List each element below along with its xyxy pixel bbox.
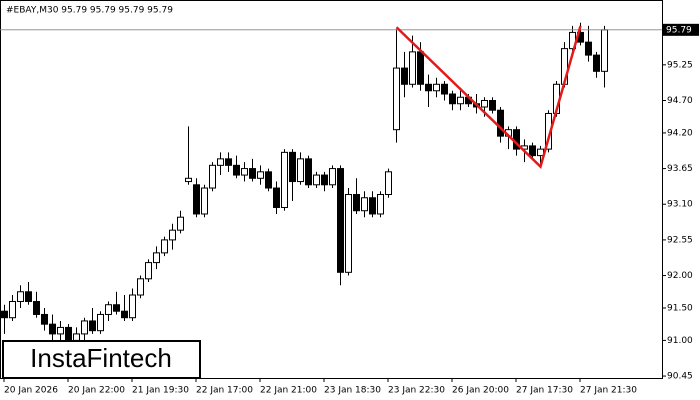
candle-body [297, 158, 304, 183]
candle-body [57, 326, 64, 335]
candle-body [593, 54, 600, 72]
candle-body [441, 83, 448, 95]
candle-body [217, 158, 224, 166]
y-tick-label: 92.00 [667, 271, 693, 281]
candle-body [401, 67, 408, 85]
candle-body [137, 278, 144, 296]
logo: InstaFintech [30, 343, 172, 373]
y-tick-label: 94.20 [667, 128, 693, 138]
candle-body [489, 99, 496, 111]
candle-body [289, 151, 296, 183]
y-tick-label: 91.50 [667, 303, 693, 313]
candle-body [361, 197, 368, 212]
candle-body [153, 252, 160, 264]
candle-body [433, 83, 440, 92]
candle-body [353, 194, 360, 212]
y-tick-label: 91.00 [667, 336, 693, 346]
candle-body [417, 51, 424, 85]
chart-header: #EBAY,M30 95.79 95.79 95.79 95.79 [6, 6, 173, 16]
candle-body [313, 174, 320, 186]
candle-body [585, 41, 592, 56]
candle-body [209, 164, 216, 189]
candle-body [329, 168, 336, 186]
candle-body [185, 177, 192, 183]
y-tick-label: 92.55 [667, 235, 693, 245]
candle-body [385, 171, 392, 196]
candle-body [305, 158, 312, 186]
candle-body [25, 291, 32, 302]
candle-body [537, 148, 544, 157]
candle-body [457, 96, 464, 105]
candle-body [201, 187, 208, 215]
candle-body [17, 291, 24, 302]
candle-body [241, 168, 248, 176]
candle-body [65, 326, 72, 341]
candle-body [73, 333, 80, 341]
y-tick-label: 94.70 [667, 96, 693, 106]
candle-body [601, 29, 608, 72]
candle-body [81, 320, 88, 335]
x-tick-label: 20 Jan 22:00 [68, 386, 125, 396]
y-tick-label: 93.65 [667, 164, 693, 174]
candle-body [249, 168, 256, 179]
candle-body [89, 320, 96, 332]
candle-body [497, 109, 504, 137]
x-tick-label: 23 Jan 22:30 [388, 386, 445, 396]
y-tick-label: 95.25 [667, 60, 693, 70]
pattern-line [395, 25, 582, 169]
plot-frame [0, 0, 663, 379]
candle-body [321, 174, 328, 186]
candle-body [121, 310, 128, 319]
candle-body [265, 171, 272, 189]
candle-body [233, 164, 240, 176]
candle-body [177, 216, 184, 231]
candle-body [33, 300, 40, 315]
last-price-box [663, 23, 699, 36]
x-tick-label: 21 Jan 19:30 [132, 386, 189, 396]
candle-body [273, 187, 280, 208]
candle-body [193, 184, 200, 215]
x-tick-label: 26 Jan 20:00 [452, 386, 509, 396]
logo-box [2, 340, 201, 379]
candle-body [369, 197, 376, 215]
candle-body [105, 304, 112, 315]
x-tick-label: 22 Jan 21:00 [260, 386, 317, 396]
candle-body [337, 168, 344, 273]
candle-body [97, 313, 104, 332]
x-tick-label: 27 Jan 17:30 [516, 386, 573, 396]
candle-body [393, 67, 400, 131]
last-price-label: 95.79 [666, 25, 692, 35]
candle-body [425, 83, 432, 92]
candle-body [225, 158, 232, 166]
candle-body [481, 99, 488, 108]
candle-body [161, 239, 168, 254]
x-tick-label: 23 Jan 18:30 [324, 386, 381, 396]
candle-body [377, 194, 384, 215]
x-tick-label: 27 Jan 21:30 [580, 386, 637, 396]
candle-body [129, 294, 136, 319]
candle-body [409, 51, 416, 85]
candle-body [529, 145, 536, 157]
candle-body [113, 304, 120, 312]
candle-body [345, 194, 352, 273]
candle-body [281, 151, 288, 208]
x-tick-label: 20 Jan 2026 [4, 386, 58, 396]
candle-body [9, 300, 16, 319]
y-tick-label: 93.10 [667, 200, 693, 210]
candle-body [49, 323, 56, 335]
candle-body [41, 313, 48, 325]
y-tick-label: 90.45 [667, 372, 693, 382]
candle-body [145, 262, 152, 280]
candle-body [449, 93, 456, 105]
candle-body [169, 229, 176, 241]
x-tick-label: 22 Jan 17:00 [196, 386, 253, 396]
candle-body [1, 310, 8, 319]
candle-body [257, 171, 264, 179]
